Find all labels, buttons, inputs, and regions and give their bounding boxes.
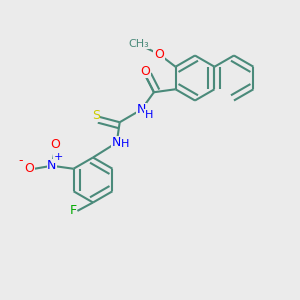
Text: H: H bbox=[121, 139, 129, 149]
Text: +: + bbox=[54, 152, 63, 162]
Text: CH₃: CH₃ bbox=[128, 39, 149, 49]
Text: O: O bbox=[50, 138, 60, 151]
Text: -: - bbox=[19, 154, 23, 167]
Text: O: O bbox=[141, 65, 151, 78]
Text: N: N bbox=[47, 159, 57, 172]
Text: H: H bbox=[121, 139, 129, 149]
Text: S: S bbox=[92, 109, 100, 122]
Text: O: O bbox=[154, 48, 164, 61]
Text: N: N bbox=[136, 103, 146, 116]
Text: N: N bbox=[112, 136, 122, 149]
Text: N: N bbox=[112, 136, 122, 149]
Text: O: O bbox=[24, 162, 34, 175]
Text: F: F bbox=[69, 204, 76, 218]
Text: H: H bbox=[145, 110, 153, 120]
